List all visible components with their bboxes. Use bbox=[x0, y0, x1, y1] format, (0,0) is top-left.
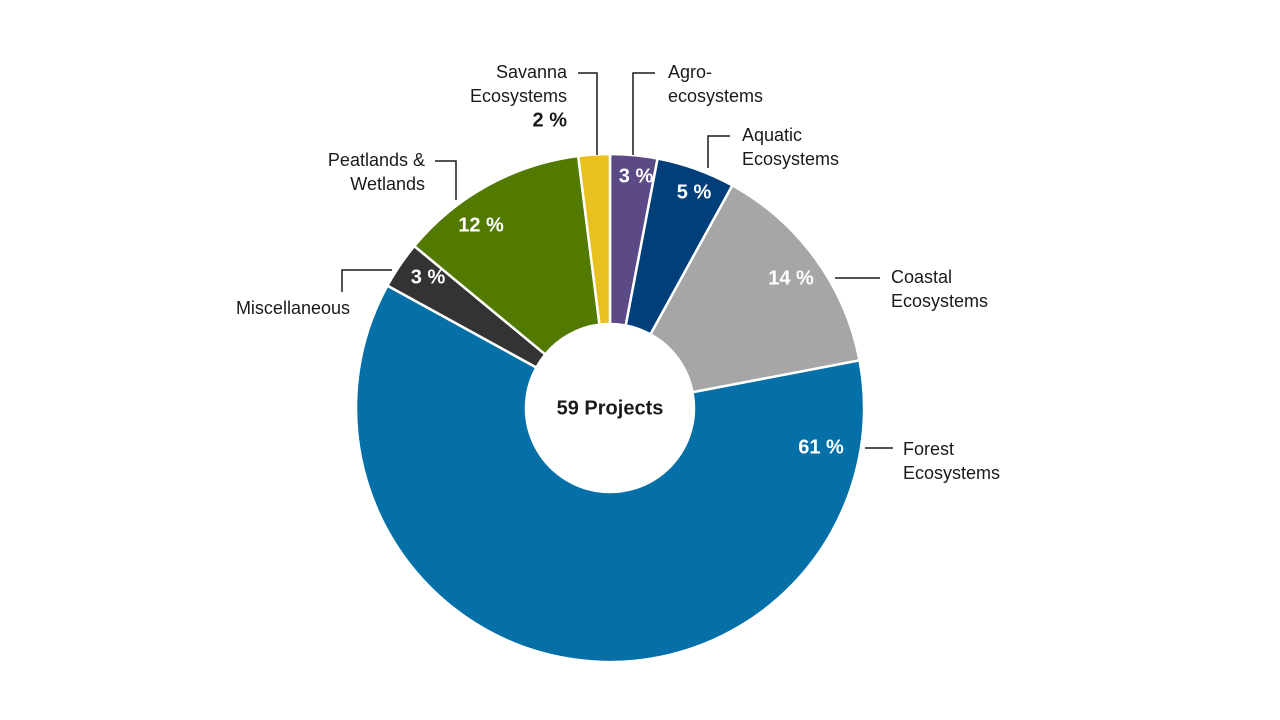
leader-line bbox=[578, 72, 598, 155]
center-label: 59 Projects bbox=[557, 397, 664, 419]
category-label: Coastal bbox=[891, 267, 952, 287]
leader-line bbox=[341, 269, 392, 292]
category-label: Peatlands & bbox=[328, 150, 425, 170]
wedge bbox=[576, 152, 612, 327]
category-label: Ecosystems bbox=[470, 86, 567, 106]
category-label: Agro- bbox=[668, 62, 712, 82]
value-label: 2 % bbox=[533, 109, 568, 131]
category-label: Aquatic bbox=[742, 125, 802, 145]
leader-line bbox=[707, 135, 730, 168]
value-label: 12 % bbox=[458, 214, 504, 236]
value-label: 3 % bbox=[619, 165, 654, 187]
value-label: 3 % bbox=[411, 266, 446, 288]
wedge bbox=[412, 154, 601, 357]
category-label: Ecosystems bbox=[891, 291, 988, 311]
labels: Agro-ecosystems 3 % Aquatic Ecosystems 5 % Co… bbox=[236, 62, 1000, 483]
value-label: 14 % bbox=[768, 267, 814, 289]
category-label: Ecosystems bbox=[742, 149, 839, 169]
value-label: 5 % bbox=[677, 181, 712, 203]
leader-line bbox=[632, 72, 655, 155]
wedges bbox=[354, 152, 866, 664]
category-label: Savanna bbox=[496, 62, 568, 82]
value-label: 61 % bbox=[798, 436, 844, 458]
leader-line bbox=[435, 160, 457, 200]
wedge bbox=[354, 283, 866, 664]
category-label: Miscellaneous bbox=[236, 298, 350, 318]
category-label: Forest bbox=[903, 439, 954, 459]
category-label: Ecosystems bbox=[903, 463, 1000, 483]
category-label: Wetlands bbox=[350, 174, 425, 194]
wedge bbox=[648, 183, 861, 394]
category-label: ecosystems bbox=[668, 86, 763, 106]
